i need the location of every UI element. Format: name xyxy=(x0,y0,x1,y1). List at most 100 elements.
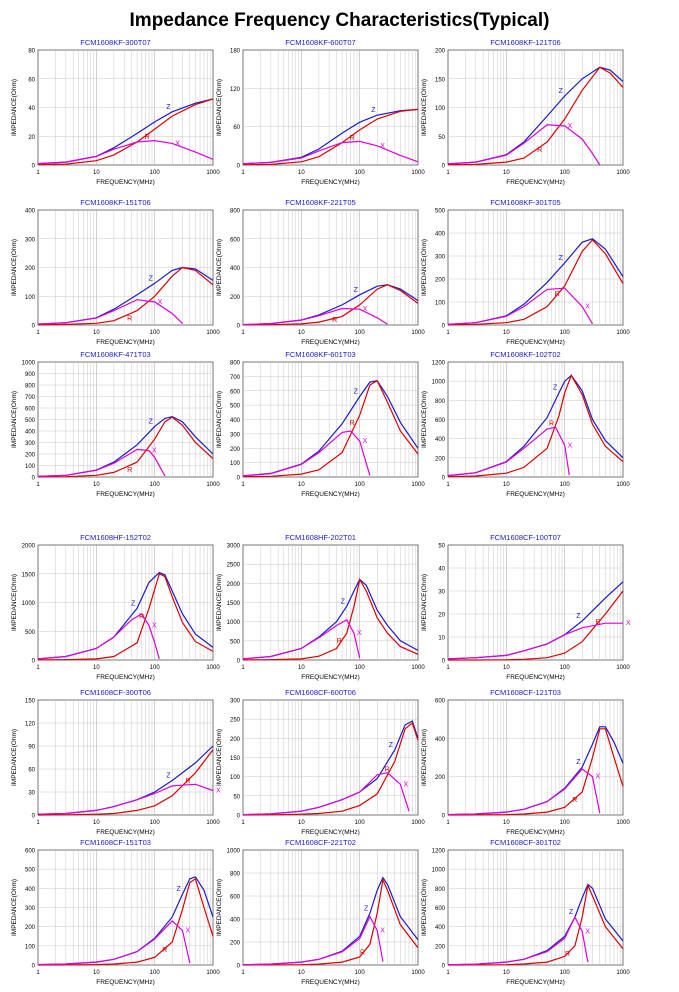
y-tick-label: 200 xyxy=(25,266,36,272)
chart-title: FCM1608KF-300T07 xyxy=(80,38,150,47)
x-tick-label: 10 xyxy=(93,330,100,336)
y-tick-label: 60 xyxy=(233,125,240,131)
series-label-z: Z xyxy=(166,104,171,111)
y-tick-label: 60 xyxy=(28,768,35,774)
chart-title: FCM1608HF-202T01 xyxy=(285,533,356,542)
y-tick-label: 1000 xyxy=(22,601,36,607)
y-axis-label: IMPEDANCE(Ohm) xyxy=(216,79,223,136)
y-tick-label: 20 xyxy=(28,135,35,141)
series-line-r xyxy=(37,877,214,966)
impedance-chart: FCM1608KF-102T02 0 200 400 600 800 1000 1200 1 10… xyxy=(421,350,630,498)
series-label-x: X xyxy=(363,306,368,313)
y-tick-label: 90 xyxy=(28,745,35,751)
series-line-r xyxy=(447,728,624,816)
x-tick-label: 1000 xyxy=(206,330,220,336)
y-tick-label: 100 xyxy=(25,295,36,301)
series-label-r: R xyxy=(549,421,554,428)
y-tick-label: 200 xyxy=(435,49,446,55)
y-tick-label: 500 xyxy=(230,404,241,410)
series-line-r xyxy=(37,98,214,166)
x-tick-label: 1000 xyxy=(616,482,630,488)
x-tick-label: 1000 xyxy=(616,330,630,336)
series-label-r: R xyxy=(139,613,144,620)
series-label-z: Z xyxy=(354,287,359,294)
series-line-z xyxy=(447,883,624,966)
y-tick-label: 0 xyxy=(237,814,241,820)
plot-frame xyxy=(447,544,624,661)
y-axis-label: IMPEDANCE(Ohm) xyxy=(421,79,428,136)
series-line-x xyxy=(37,783,214,815)
chart-title: FCM1608KF-301T05 xyxy=(490,198,560,207)
chart-title: FCM1608KF-151T06 xyxy=(80,198,150,207)
x-axis-label: FREQUENCY(MHz) xyxy=(301,979,360,986)
y-tick-label: 300 xyxy=(25,906,36,912)
y-tick-label: 30 xyxy=(438,590,445,596)
series-label-r: R xyxy=(565,951,570,958)
y-tick-label: 200 xyxy=(25,453,36,459)
chart-title: FCM1608CF-600T06 xyxy=(285,688,356,697)
x-tick-label: 100 xyxy=(355,665,366,671)
series-label-r: R xyxy=(350,420,355,427)
y-tick-label: 80 xyxy=(28,49,35,55)
series-label-x: X xyxy=(380,928,385,935)
x-tick-label: 100 xyxy=(560,330,571,336)
x-tick-label: 1 xyxy=(446,970,450,976)
series-label-x: X xyxy=(585,304,590,311)
series-line-r xyxy=(447,66,624,166)
y-tick-label: 40 xyxy=(438,567,445,573)
series-label-r: R xyxy=(595,619,600,626)
y-tick-label: 150 xyxy=(25,699,36,705)
x-tick-label: 1000 xyxy=(616,970,630,976)
series-line-z xyxy=(242,108,419,165)
y-axis-label: IMPEDANCE(Ohm) xyxy=(216,239,223,296)
series-label-z: Z xyxy=(371,107,376,114)
x-tick-label: 1 xyxy=(36,330,40,336)
x-axis-label: FREQUENCY(MHz) xyxy=(301,491,360,498)
y-tick-label: 600 xyxy=(435,699,446,705)
impedance-chart: FCM1608KF-151T06 0 100 200 300 400 1 10 100 1000 F… xyxy=(11,198,220,346)
chart-title: FCM1608CF-300T06 xyxy=(80,688,151,697)
x-tick-label: 100 xyxy=(150,665,161,671)
y-tick-label: 200 xyxy=(230,295,241,301)
y-tick-label: 10 xyxy=(438,636,445,642)
series-label-z: Z xyxy=(364,905,369,912)
x-tick-label: 100 xyxy=(560,820,571,826)
y-tick-label: 200 xyxy=(230,941,241,947)
y-axis-label: IMPEDANCE(Ohm) xyxy=(421,391,428,448)
y-tick-label: 400 xyxy=(25,887,36,893)
series-line-x xyxy=(37,920,191,966)
y-tick-label: 250 xyxy=(230,718,241,724)
x-tick-label: 1000 xyxy=(411,970,425,976)
y-tick-label: 400 xyxy=(25,430,36,436)
x-tick-label: 1000 xyxy=(616,170,630,176)
y-tick-label: 600 xyxy=(435,418,446,424)
y-tick-label: 800 xyxy=(435,887,446,893)
series-label-r: R xyxy=(127,316,132,323)
series-label-x: X xyxy=(626,620,631,627)
y-tick-label: 40 xyxy=(28,106,35,112)
impedance-chart: FCM1608CF-221T02 0 200 400 600 800 1000 1 10 100 1… xyxy=(216,838,425,986)
series-line-r xyxy=(242,577,419,661)
chart-title: FCM1608HF-152T02 xyxy=(80,533,151,542)
chart-title: FCM1608KF-221T05 xyxy=(285,198,355,207)
x-tick-label: 10 xyxy=(298,820,305,826)
series-label-x: X xyxy=(158,299,163,306)
series-label-x: X xyxy=(357,630,362,637)
series-label-x: X xyxy=(380,143,385,150)
x-tick-label: 1 xyxy=(446,482,450,488)
x-axis-label: FREQUENCY(MHz) xyxy=(96,979,155,986)
x-tick-label: 1000 xyxy=(411,482,425,488)
series-line-r xyxy=(37,572,214,661)
y-axis-label: IMPEDANCE(Ohm) xyxy=(11,391,18,448)
x-tick-label: 1 xyxy=(36,820,40,826)
y-tick-label: 500 xyxy=(435,209,446,215)
y-tick-label: 700 xyxy=(25,395,36,401)
y-tick-label: 1200 xyxy=(432,849,446,855)
y-tick-label: 200 xyxy=(25,925,36,931)
series-line-r xyxy=(242,721,419,816)
x-tick-label: 1 xyxy=(36,970,40,976)
x-tick-label: 100 xyxy=(355,970,366,976)
x-tick-label: 100 xyxy=(355,330,366,336)
x-tick-label: 100 xyxy=(560,482,571,488)
